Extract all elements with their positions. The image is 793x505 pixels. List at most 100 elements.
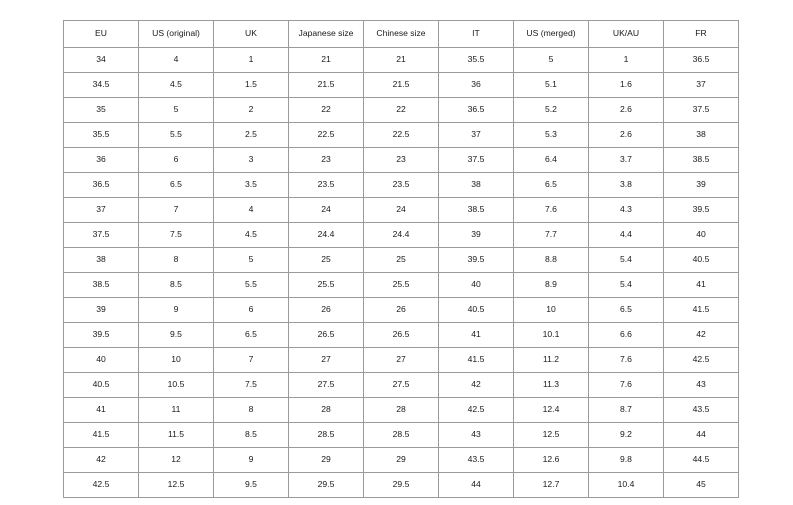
- table-cell: 1: [213, 47, 289, 73]
- table-cell: 42: [663, 322, 739, 348]
- table-cell: 42: [438, 372, 514, 398]
- table-cell: 40: [63, 347, 139, 373]
- table-cell: 8.5: [213, 422, 289, 448]
- table-cell: 40: [438, 272, 514, 298]
- table-cell: 40.5: [663, 247, 739, 273]
- table-cell: 41: [663, 272, 739, 298]
- table-cell: 37: [438, 122, 514, 148]
- table-cell: 26.5: [363, 322, 439, 348]
- table-cell: 29: [288, 447, 364, 473]
- table-cell: 29: [363, 447, 439, 473]
- table-cell: 6.5: [588, 297, 664, 323]
- table-row: 40.5 10.5 7.5 27.5 27.5 42 11.3 7.6 43: [63, 372, 739, 398]
- table-cell: 8.7: [588, 397, 664, 423]
- table-header-row: EU US (original) UK Japanese size Chinese si…: [63, 20, 739, 48]
- table-cell: 10.5: [138, 372, 214, 398]
- table-cell: 29.5: [288, 472, 364, 498]
- table-cell: 27: [363, 347, 439, 373]
- table-cell: 8.8: [513, 247, 589, 273]
- table-cell: 25: [288, 247, 364, 273]
- table-cell: 36: [63, 147, 139, 173]
- table-cell: 34: [63, 47, 139, 73]
- table-header: EU US (original) UK Japanese size Chinese si…: [63, 20, 739, 48]
- table-cell: 5.5: [213, 272, 289, 298]
- table-cell: 22.5: [363, 122, 439, 148]
- table-cell: 38.5: [438, 197, 514, 223]
- column-header: EU: [63, 20, 139, 48]
- table-cell: 9.5: [213, 472, 289, 498]
- table-row: 41 11 8 28 28 42.5 12.4 8.7 43.5: [63, 397, 739, 423]
- table-cell: 41.5: [663, 297, 739, 323]
- table-cell: 39: [63, 297, 139, 323]
- table-cell: 26.5: [288, 322, 364, 348]
- table-cell: 9: [213, 447, 289, 473]
- table-cell: 24.4: [288, 222, 364, 248]
- table-cell: 7.5: [213, 372, 289, 398]
- table-cell: 8: [213, 397, 289, 423]
- column-header: US (original): [138, 20, 214, 48]
- table-row: 42.5 12.5 9.5 29.5 29.5 44 12.7 10.4 45: [63, 472, 739, 498]
- table-cell: 9.8: [588, 447, 664, 473]
- table-cell: 3.7: [588, 147, 664, 173]
- table-cell: 45: [663, 472, 739, 498]
- table-cell: 28: [363, 397, 439, 423]
- table-cell: 12.5: [513, 422, 589, 448]
- table-cell: 11: [138, 397, 214, 423]
- table-cell: 27.5: [363, 372, 439, 398]
- table-cell: 6.4: [513, 147, 589, 173]
- table-cell: 5: [138, 97, 214, 123]
- table-cell: 7: [138, 197, 214, 223]
- table-cell: 42.5: [663, 347, 739, 373]
- table-cell: 11.3: [513, 372, 589, 398]
- table-row: 36 6 3 23 23 37.5 6.4 3.7 38.5: [63, 147, 739, 173]
- table-cell: 38: [438, 172, 514, 198]
- table-cell: 43.5: [663, 397, 739, 423]
- table-cell: 37: [663, 72, 739, 98]
- table-cell: 24.4: [363, 222, 439, 248]
- table-cell: 42.5: [63, 472, 139, 498]
- table-cell: 43: [663, 372, 739, 398]
- table-row: 39.5 9.5 6.5 26.5 26.5 41 10.1 6.6 42: [63, 322, 739, 348]
- table-cell: 25.5: [363, 272, 439, 298]
- table-cell: 24: [288, 197, 364, 223]
- table-cell: 1: [588, 47, 664, 73]
- size-conversion-table-container: EU US (original) UK Japanese size Chinese si…: [63, 20, 739, 498]
- table-cell: 39.5: [63, 322, 139, 348]
- table-cell: 7: [213, 347, 289, 373]
- table-cell: 11.2: [513, 347, 589, 373]
- table-cell: 3: [213, 147, 289, 173]
- table-cell: 3.5: [213, 172, 289, 198]
- table-row: 35.5 5.5 2.5 22.5 22.5 37 5.3 2.6 38: [63, 122, 739, 148]
- table-cell: 35.5: [63, 122, 139, 148]
- table-cell: 27: [288, 347, 364, 373]
- table-cell: 22: [288, 97, 364, 123]
- table-cell: 10.4: [588, 472, 664, 498]
- table-cell: 25: [363, 247, 439, 273]
- table-cell: 37.5: [663, 97, 739, 123]
- table-cell: 6.5: [138, 172, 214, 198]
- table-cell: 36.5: [63, 172, 139, 198]
- table-cell: 9.5: [138, 322, 214, 348]
- table-cell: 8.5: [138, 272, 214, 298]
- table-cell: 36.5: [663, 47, 739, 73]
- table-cell: 12.5: [138, 472, 214, 498]
- table-cell: 6.5: [513, 172, 589, 198]
- table-body: 34 4 1 21 21 35.5 5 1 36.5 34.5 4.5 1.5 21.5 21.5 36 5.…: [63, 47, 739, 498]
- table-cell: 5: [513, 47, 589, 73]
- table-row: 38 8 5 25 25 39.5 8.8 5.4 40.5: [63, 247, 739, 273]
- shoe-size-conversion-table: EU US (original) UK Japanese size Chinese si…: [63, 20, 739, 498]
- table-row: 37.5 7.5 4.5 24.4 24.4 39 7.7 4.4 40: [63, 222, 739, 248]
- table-cell: 43.5: [438, 447, 514, 473]
- table-cell: 12.7: [513, 472, 589, 498]
- table-cell: 8.9: [513, 272, 589, 298]
- column-header: UK: [213, 20, 289, 48]
- table-cell: 10: [138, 347, 214, 373]
- table-cell: 38.5: [63, 272, 139, 298]
- table-cell: 42: [63, 447, 139, 473]
- table-cell: 2.5: [213, 122, 289, 148]
- table-cell: 37.5: [63, 222, 139, 248]
- table-cell: 37: [63, 197, 139, 223]
- table-cell: 44.5: [663, 447, 739, 473]
- table-cell: 1.6: [588, 72, 664, 98]
- table-cell: 21: [363, 47, 439, 73]
